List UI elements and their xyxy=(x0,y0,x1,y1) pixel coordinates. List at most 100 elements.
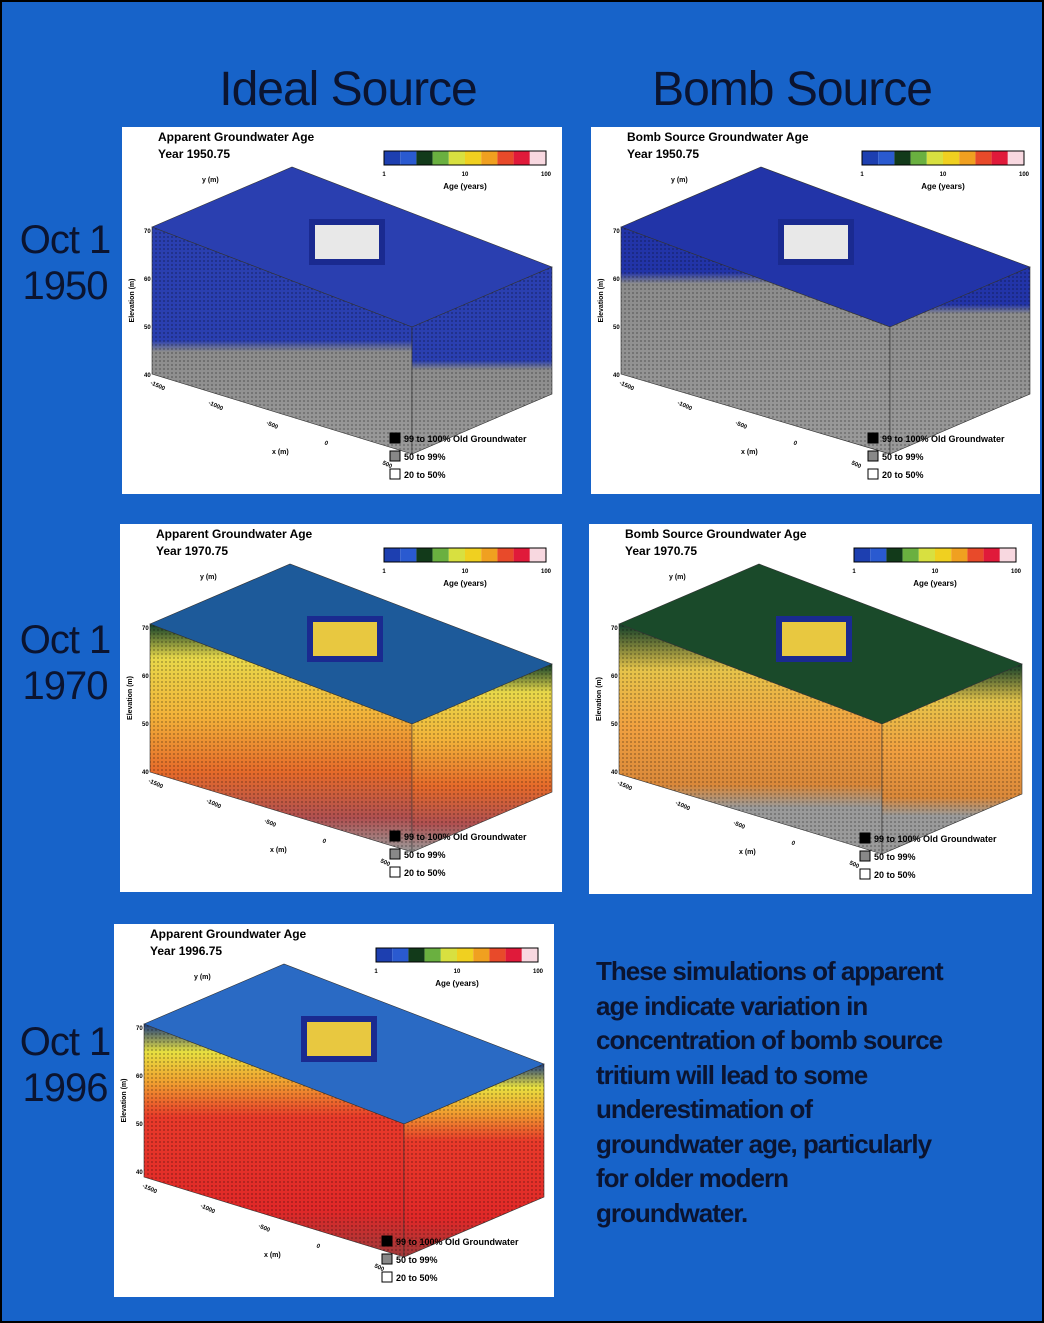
panel-figure: Apparent Groundwater Age Year 1950.75 1 10 1… xyxy=(129,130,553,480)
colorbar-cell xyxy=(862,151,879,165)
colorbar-tick: 10 xyxy=(462,172,469,178)
panel-title: Apparent Groundwater Age xyxy=(150,927,307,941)
colorbar-cell xyxy=(416,151,433,165)
panel-year: Year 1996.75 xyxy=(150,944,222,958)
z-tick: 40 xyxy=(611,770,618,776)
legend-swatch xyxy=(389,830,401,842)
panel-year: Year 1950.75 xyxy=(627,147,699,161)
colorbar-tick: 1 xyxy=(374,969,378,975)
colorbar-cell xyxy=(497,151,514,165)
colorbar-tick: 10 xyxy=(940,172,947,178)
x-tick: -1000 xyxy=(207,400,224,412)
row-label: Oct 1 1996 xyxy=(6,1019,124,1111)
legend-swatch xyxy=(389,866,401,878)
colorbar-cell xyxy=(959,151,976,165)
colorbar-cell xyxy=(943,151,960,165)
block-grid xyxy=(152,227,412,454)
panel: Apparent Groundwater Age Year 1950.75 1 10 1… xyxy=(122,127,562,494)
z-axis-label: Elevation (m) xyxy=(129,279,136,323)
legend-swatch xyxy=(389,432,401,444)
z-tick: 60 xyxy=(142,674,149,680)
legend-label: 99 to 100% Old Groundwater xyxy=(396,1237,519,1247)
colorbar-cell xyxy=(983,548,1000,562)
x-tick: -500 xyxy=(265,420,279,431)
z-axis-label: Elevation (m) xyxy=(127,676,134,720)
block-grid xyxy=(412,267,552,454)
colorbar-cell xyxy=(967,548,984,562)
x-tick: -1500 xyxy=(616,780,633,792)
legend-label: 99 to 100% Old Groundwater xyxy=(404,832,527,842)
colorbar-cell xyxy=(384,548,401,562)
z-tick: 70 xyxy=(613,229,620,235)
legend-swatch xyxy=(381,1271,393,1283)
colorbar-cell xyxy=(432,151,449,165)
legend-label: 20 to 50% xyxy=(882,470,924,480)
panel: Bomb Source Groundwater Age Year 1950.75 1… xyxy=(591,127,1040,494)
colorbar-cell xyxy=(975,151,992,165)
colorbar-label: Age (years) xyxy=(443,579,487,588)
colorbar-tick: 1 xyxy=(852,569,856,575)
row-label-line: 1950 xyxy=(22,264,109,308)
block-grid xyxy=(404,1064,544,1257)
colorbar-cell xyxy=(497,548,514,562)
legend-label: 99 to 100% Old Groundwater xyxy=(874,834,997,844)
legend-label: 50 to 99% xyxy=(874,852,916,862)
colorbar-label: Age (years) xyxy=(913,579,957,588)
legend-swatch xyxy=(381,1253,393,1265)
colorbar-tick: 1 xyxy=(860,172,864,178)
z-tick: 60 xyxy=(144,277,151,283)
block-grid xyxy=(882,664,1022,854)
legend-swatch xyxy=(867,468,879,480)
legend-swatch xyxy=(867,450,879,462)
legend-label: 20 to 50% xyxy=(874,870,916,880)
legend-label: 50 to 99% xyxy=(882,452,924,462)
legend-label: 50 to 99% xyxy=(404,452,446,462)
x-tick: -1500 xyxy=(149,380,166,392)
panel-figure: Apparent Groundwater Age Year 1996.75 1 10 1… xyxy=(121,927,545,1283)
colorbar-cell xyxy=(886,548,903,562)
legend-swatch xyxy=(867,432,879,444)
colorbar-cell xyxy=(489,948,506,962)
x-tick: 500 xyxy=(381,460,393,470)
colorbar-cell xyxy=(457,948,474,962)
panel-year: Year 1970.75 xyxy=(625,544,697,558)
row-label: Oct 1 1970 xyxy=(6,617,124,709)
panel: Apparent Groundwater Age Year 1970.75 1 10 1… xyxy=(120,524,562,892)
colorbar-cell xyxy=(465,151,482,165)
x-tick: -1000 xyxy=(199,1203,216,1215)
colorbar-tick: 1 xyxy=(382,569,386,575)
z-tick: 50 xyxy=(613,325,620,331)
x-tick: 500 xyxy=(373,1263,385,1273)
legend-label: 50 to 99% xyxy=(396,1255,438,1265)
note-line: groundwater. xyxy=(596,1197,748,1228)
note-line: for older modern xyxy=(596,1163,789,1193)
x-tick: -500 xyxy=(732,820,746,831)
z-axis-label: Elevation (m) xyxy=(596,677,603,721)
column-header: Ideal Source xyxy=(219,63,478,116)
z-tick: 50 xyxy=(136,1122,143,1128)
y-axis-label: y (m) xyxy=(202,177,219,184)
colorbar-cell xyxy=(481,548,498,562)
colorbar-cell xyxy=(902,548,919,562)
z-tick: 60 xyxy=(611,674,618,680)
x-axis-label: x (m) xyxy=(264,1252,281,1259)
colorbar-tick: 100 xyxy=(1011,569,1022,575)
x-tick: 500 xyxy=(850,460,862,470)
y-axis-label: y (m) xyxy=(194,974,211,981)
x-tick: 0 xyxy=(321,838,327,845)
colorbar-frame xyxy=(853,547,1017,563)
block-grid xyxy=(144,1024,404,1257)
colorbar-cell xyxy=(529,151,546,165)
colorbar-cell xyxy=(854,548,871,562)
x-tick: 0 xyxy=(792,440,798,447)
x-tick: -500 xyxy=(734,420,748,431)
inner-block xyxy=(307,616,383,662)
z-tick: 50 xyxy=(144,325,151,331)
z-tick: 70 xyxy=(142,626,149,632)
inner-block xyxy=(301,1016,377,1062)
z-tick: 40 xyxy=(613,373,620,379)
colorbar-tick: 100 xyxy=(1019,172,1030,178)
column-header: Bomb Source xyxy=(652,63,933,116)
y-axis-label: y (m) xyxy=(200,574,217,581)
